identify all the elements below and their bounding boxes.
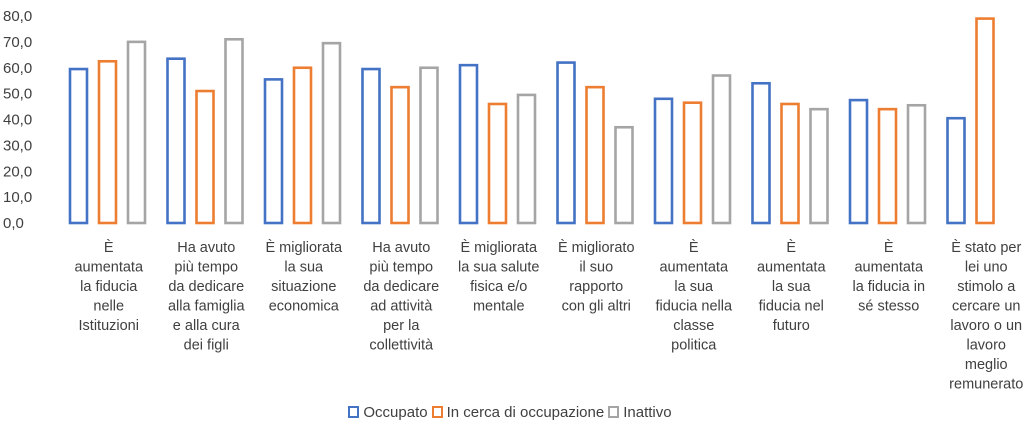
bar-occupato [946, 116, 966, 225]
y-tick-label: 10,0 [3, 189, 32, 206]
legend-label: Inattivo [623, 403, 672, 421]
legend-swatch [608, 406, 620, 418]
bar-in-cerca-di-occupazione [487, 102, 508, 225]
bar-inattivo [224, 37, 244, 225]
y-tick-label: 40,0 [3, 112, 32, 129]
y-axis: 0,0 10,0 20,0 30,0 40,0 50,0 60,0 70,0 80,0 [3, 8, 32, 232]
legend-swatch [431, 406, 443, 418]
y-tick-label: 60,0 [3, 60, 32, 77]
bar-in-cerca-di-occupazione [877, 107, 898, 225]
bar-occupato [556, 61, 576, 225]
bar-occupato [263, 78, 284, 225]
bar-inattivo [419, 66, 439, 225]
legend-label: In cerca di occupazione [446, 403, 605, 421]
legend-item: Occupato [348, 403, 428, 421]
bar-occupato [653, 97, 674, 225]
bar-in-cerca-di-occupazione [390, 85, 410, 225]
bar-inattivo [516, 93, 537, 225]
bar-in-cerca-di-occupazione [292, 66, 313, 225]
bar-occupato [458, 63, 479, 225]
bar-occupato [751, 81, 771, 225]
y-tick-label: 50,0 [3, 86, 32, 103]
bar-inattivo [711, 74, 732, 225]
legend-swatch [348, 406, 360, 418]
bar-inattivo [614, 125, 634, 225]
bar-occupato [848, 98, 869, 225]
bar-inattivo [126, 40, 147, 225]
legend-label: Occupato [363, 403, 428, 421]
category-label: È migliorata la sua situazione economica [265, 239, 342, 315]
y-tick-label: 30,0 [3, 137, 32, 154]
bar-occupato [68, 67, 89, 225]
bar-in-cerca-di-occupazione [97, 59, 118, 225]
bar-in-cerca-di-occupazione [585, 85, 605, 225]
bar-inattivo [321, 41, 342, 225]
legend-item: In cerca di occupazione [431, 403, 605, 421]
legend: Occupato In cerca di occupazione Inattivo [0, 400, 1024, 424]
category-label: Ha avuto più tempo da dedicare alla famigli… [168, 240, 245, 354]
bar-occupato [361, 67, 381, 225]
bar-inattivo [809, 107, 829, 225]
y-tick-label: 0,0 [3, 215, 24, 232]
bar-in-cerca-di-occupazione [780, 102, 800, 225]
bar-in-cerca-di-occupazione [975, 17, 995, 225]
bar-inattivo [906, 103, 927, 225]
category-label: È migliorato il suo rapporto con gli altri [558, 239, 635, 315]
y-tick-label: 20,0 [3, 163, 32, 180]
category-label: Ha avuto più tempo da dedicare ad attività p… [363, 240, 439, 354]
y-tick-label: 80,0 [3, 8, 32, 25]
legend-item: Inattivo [608, 403, 672, 421]
bar-in-cerca-di-occupazione [682, 101, 703, 225]
bar-series [68, 17, 995, 225]
category-label: È migliorata la sua salute fisica e/o menta… [458, 239, 539, 315]
bar-in-cerca-di-occupazione [195, 89, 215, 225]
category-label: È stato per lei uno stimolo a cercare un lav… [949, 239, 1023, 393]
bar-occupato [166, 57, 186, 225]
y-tick-label: 70,0 [3, 34, 32, 51]
